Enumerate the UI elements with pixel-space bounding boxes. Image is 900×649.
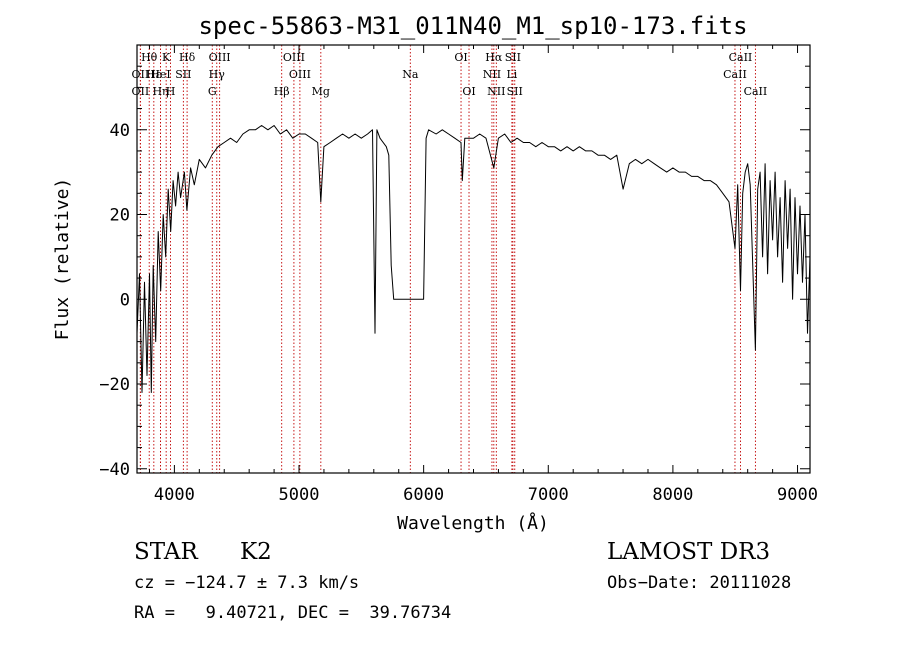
line-label-12: G [208,85,217,98]
line-label-22: NII [483,68,501,81]
spectrum-series [136,125,811,393]
line-label-28: CaII [744,85,768,98]
series-line-0 [136,125,811,393]
x-tick-label-1: 5000 [279,485,320,505]
line-label-4: K [162,51,171,64]
line-label-6: Hη [152,85,168,98]
line-label-23: Li [506,68,517,81]
y-tick-label-2: 0 [120,290,130,310]
y-axis-ticks: −40 −20 0 20 40 [99,65,810,480]
line-label-15: OIII [289,68,311,81]
line-label-0: Hθ [141,51,158,64]
x-axis-ticks: 4000 5000 6000 7000 8000 9000 [148,45,818,505]
x-tick-label-2: 6000 [403,485,444,505]
line-label-10: OIII [209,51,231,64]
y-tick-label-0: −40 [99,460,130,480]
x-axis-label: Wavelength (Å) [397,512,549,534]
line-label-13: Hβ [274,85,290,98]
y-tick-label-4: 40 [110,121,130,141]
line-label-11: Hγ [209,68,226,81]
x-tick-label-0: 4000 [154,485,195,505]
line-label-1: OII [132,68,150,81]
y-axis-label: Flux (relative) [52,178,73,341]
survey-name: LAMOST DR3 [607,539,771,565]
line-label-7: H [166,85,176,98]
x-tick-label-5: 9000 [777,485,818,505]
line-label-14: OIII [283,51,305,64]
coordinates: RA = 9.40721, DEC = 39.76734 [134,603,452,623]
x-tick-label-3: 7000 [528,485,569,505]
line-label-19: OI [462,85,475,98]
chart-title: spec-55863-M31_011N40_M1_sp10-173.fits [198,12,747,40]
line-label-2: OII [132,85,150,98]
line-label-3: Hε [146,68,162,81]
line-label-21: SII [505,51,521,64]
object-class: STAR [134,539,198,565]
line-label-9: SII [175,68,191,81]
line-label-20: Hα [485,51,503,64]
line-label-25: SII [507,85,523,98]
y-tick-label-1: −20 [99,375,130,395]
object-subclass: K2 [240,539,272,565]
line-label-18: OI [454,51,467,64]
spectral-line-markers [139,45,756,473]
y-tick-label-3: 20 [110,206,130,226]
line-label-26: CaII [729,51,753,64]
obs-date: Obs−Date: 20111028 [607,573,792,593]
plot-frame [136,44,811,474]
line-label-16: Mg [312,85,330,98]
x-tick-label-4: 8000 [652,485,693,505]
line-label-17: Na [402,68,419,81]
line-label-27: CaII [723,68,747,81]
line-label-24: NII [487,85,505,98]
redshift-cz: cz = −124.7 ± 7.3 km/s [134,573,360,593]
line-label-8: Hδ [179,51,196,64]
line-label-5: HeI [150,68,170,81]
